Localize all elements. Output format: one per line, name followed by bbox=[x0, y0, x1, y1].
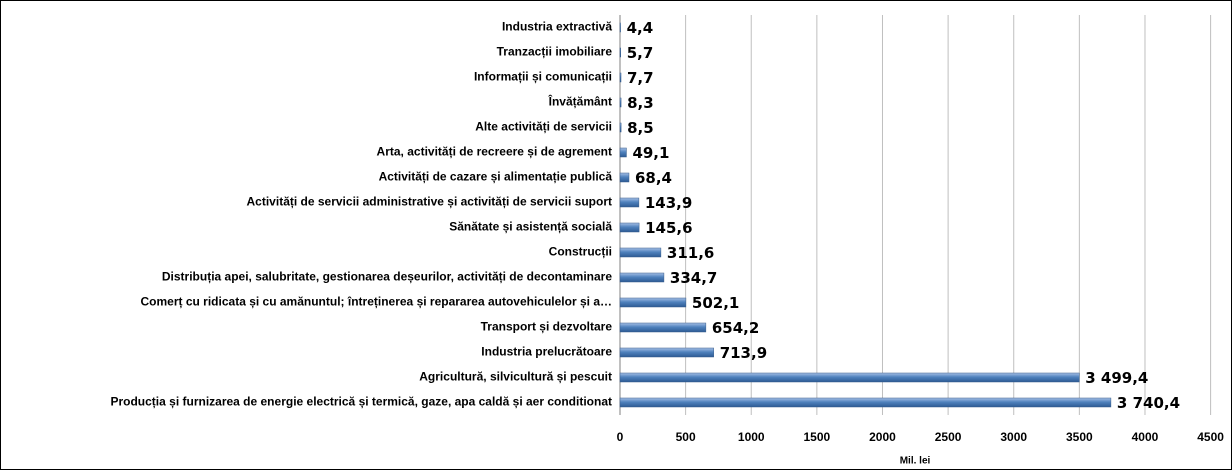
y-tick-label: Tranzacții imobiliare bbox=[497, 45, 613, 59]
x-tick-label: 1500 bbox=[804, 430, 831, 444]
y-tick-label: Sănătate și asistență socială bbox=[449, 220, 612, 234]
value-label: 3 499,4 bbox=[1085, 369, 1148, 387]
x-tick-label: 0 bbox=[617, 430, 624, 444]
value-label: 49,1 bbox=[632, 144, 669, 162]
bar bbox=[619, 322, 707, 333]
value-label: 8,3 bbox=[627, 94, 654, 112]
x-tick-label: 2000 bbox=[869, 430, 896, 444]
y-tick-label: Distribuția apei, salubritate, gestionar… bbox=[162, 270, 612, 284]
x-tick-label: 2500 bbox=[935, 430, 962, 444]
bar bbox=[619, 372, 1080, 383]
bar bbox=[619, 47, 621, 58]
y-tick-label: Activități de cazare și alimentație publ… bbox=[379, 170, 613, 184]
x-tick-label: 500 bbox=[676, 430, 696, 444]
value-label: 7,7 bbox=[627, 69, 654, 87]
bar bbox=[619, 222, 640, 233]
y-tick-label: Arta, activități de recreere și de agrem… bbox=[377, 145, 612, 159]
y-tick-label: Învățământ bbox=[548, 94, 612, 109]
value-label: 311,6 bbox=[667, 244, 714, 262]
x-axis-label: Mil. lei bbox=[900, 456, 931, 467]
value-label: 8,5 bbox=[627, 119, 654, 137]
y-tick-label: Comerț cu ridicata și cu amănuntul; într… bbox=[141, 295, 613, 309]
value-label: 68,4 bbox=[635, 169, 672, 187]
value-label: 4,4 bbox=[627, 19, 654, 37]
bar bbox=[619, 172, 630, 183]
x-tick-label: 4500 bbox=[1197, 430, 1224, 444]
y-tick-label: Alte activități de servicii bbox=[475, 120, 612, 134]
y-tick-label: Construcții bbox=[549, 245, 612, 259]
bar bbox=[619, 97, 622, 108]
bar bbox=[619, 297, 687, 308]
bar bbox=[619, 197, 640, 208]
x-tick-label: 3500 bbox=[1066, 430, 1093, 444]
bar bbox=[619, 147, 627, 158]
bar bbox=[619, 22, 621, 33]
y-tick-label: Industria prelucrătoare bbox=[481, 345, 612, 359]
x-tick-label: 4000 bbox=[1132, 430, 1159, 444]
value-label: 334,7 bbox=[670, 269, 717, 287]
value-label: 502,1 bbox=[692, 294, 739, 312]
bar bbox=[619, 397, 1112, 408]
bar bbox=[619, 72, 622, 83]
value-label: 143,9 bbox=[645, 194, 692, 212]
value-label: 3 740,4 bbox=[1117, 394, 1180, 412]
value-label: 5,7 bbox=[627, 44, 654, 62]
y-tick-label: Transport și dezvoltare bbox=[481, 320, 613, 334]
y-tick-label: Informații și comunicații bbox=[474, 70, 612, 84]
y-tick-label: Agricultură, silvicultură și pescuit bbox=[419, 370, 612, 384]
bar bbox=[619, 272, 665, 283]
y-tick-label: Industria extractivă bbox=[502, 20, 612, 34]
bar bbox=[619, 122, 622, 133]
value-label: 713,9 bbox=[720, 344, 767, 362]
y-tick-label: Activități de servicii administrative și… bbox=[247, 195, 612, 209]
bar bbox=[619, 247, 662, 258]
value-label: 654,2 bbox=[712, 319, 759, 337]
bar bbox=[619, 347, 714, 358]
value-label: 145,6 bbox=[645, 219, 692, 237]
x-tick-label: 3000 bbox=[1000, 430, 1027, 444]
y-tick-label: Producția și furnizarea de energie elect… bbox=[110, 395, 612, 409]
x-tick-label: 1000 bbox=[738, 430, 765, 444]
